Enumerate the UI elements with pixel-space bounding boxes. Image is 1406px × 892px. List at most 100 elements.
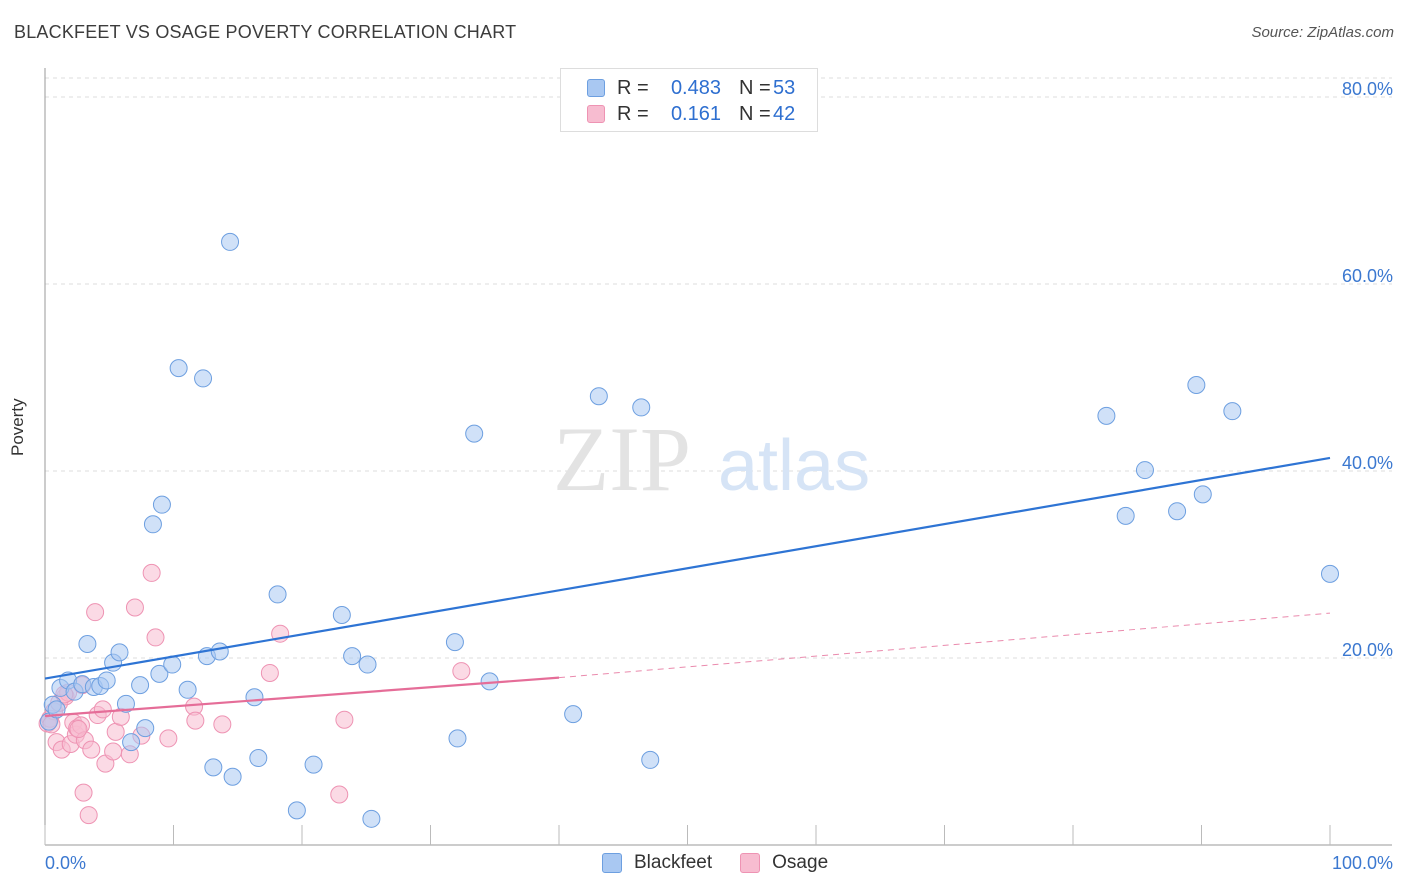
legend-n-value: 53 <box>773 76 796 99</box>
blackfeet-point <box>143 515 162 534</box>
blackfeet-point <box>150 664 169 683</box>
legend-swatch-blackfeet <box>587 79 605 97</box>
osage-point <box>86 603 105 622</box>
legend-swatch-blackfeet <box>602 853 622 873</box>
chart-title: BLACKFEET VS OSAGE POVERTY CORRELATION C… <box>14 22 517 42</box>
blackfeet-point <box>1223 402 1242 421</box>
legend-r-value: 0.161 <box>670 102 721 125</box>
osage-point <box>452 662 471 681</box>
blackfeet-point <box>358 655 377 674</box>
blackfeet-point <box>1135 461 1154 480</box>
x-tick-label-right: 100.0% <box>1332 853 1393 873</box>
x-tick-label-left: 0.0% <box>45 853 86 873</box>
blackfeet-point <box>564 705 583 724</box>
blackfeet-trend-line <box>44 456 1331 680</box>
trend-lines <box>44 456 1331 718</box>
y-axis-label: Poverty <box>8 398 27 456</box>
blackfeet-point <box>178 680 197 699</box>
legend-item-osage: Osage <box>740 852 828 874</box>
osage-point <box>79 806 98 825</box>
blackfeet-point <box>110 643 129 662</box>
blackfeet-point <box>169 359 188 378</box>
y-tick-label: 60.0% <box>1342 266 1393 286</box>
legend-swatch-osage <box>740 853 761 873</box>
osage-point <box>104 742 123 761</box>
blackfeet-point <box>589 387 608 406</box>
blackfeet-point <box>136 719 155 738</box>
blackfeet-point <box>632 398 651 417</box>
blackfeet-point <box>122 733 141 752</box>
tick-labels: 20.0% 40.0% 60.0% 80.0% 0.0% 100.0% <box>45 79 1393 873</box>
blackfeet-point <box>1321 564 1339 583</box>
blackfeet-point <box>131 676 150 695</box>
osage-point <box>330 785 349 804</box>
blackfeet-point <box>445 633 464 652</box>
blackfeet-point <box>343 647 362 666</box>
y-tick-label: 40.0% <box>1342 453 1393 473</box>
osage-point <box>142 563 161 582</box>
blackfeet-point <box>194 369 213 388</box>
blackfeet-point <box>47 700 66 719</box>
blackfeet-point <box>204 758 223 777</box>
blackfeet-point <box>152 495 171 514</box>
osage-point <box>335 710 354 729</box>
blackfeet-point <box>116 694 135 713</box>
legend-n-label: N = <box>739 102 771 125</box>
blackfeet-point <box>97 671 116 690</box>
blackfeet-point <box>641 750 660 769</box>
grid-layer <box>45 77 1392 659</box>
legend-label-blackfeet: Blackfeet <box>634 852 713 873</box>
watermark-atlas: atlas <box>718 426 870 506</box>
blackfeet-point <box>249 749 268 768</box>
osage-point <box>69 720 88 739</box>
watermark: ZIP atlas <box>553 408 870 510</box>
osage-trend-extension <box>558 612 1331 679</box>
blackfeet-point <box>221 232 240 251</box>
series-legend: Blackfeet Osage <box>602 852 856 874</box>
osage-point <box>186 711 205 730</box>
blackfeet-point <box>332 605 351 624</box>
blackfeet-point <box>448 729 467 748</box>
blackfeet-point <box>245 688 264 707</box>
osage-point <box>125 598 144 617</box>
osage-point <box>74 783 93 802</box>
legend-r-value: 0.483 <box>670 76 721 99</box>
blackfeet-point <box>1097 406 1116 425</box>
y-tick-label: 80.0% <box>1342 79 1393 99</box>
source-label: Source: ZipAtlas.com <box>1251 24 1394 41</box>
blackfeet-point <box>465 424 484 443</box>
y-tick-label: 20.0% <box>1342 640 1393 660</box>
blackfeet-point <box>78 634 97 653</box>
osage-point <box>93 700 112 719</box>
blackfeet-point <box>304 755 323 774</box>
legend-r-label: R = <box>617 102 649 125</box>
legend-row-blackfeet: R = 0.483 N = 53 <box>587 77 795 99</box>
osage-point <box>213 715 232 734</box>
legend-row-osage: R = 0.161 N = 42 <box>587 103 795 125</box>
osage-point <box>260 663 279 682</box>
blackfeet-point <box>1187 375 1206 394</box>
legend-n-label: N = <box>739 76 771 99</box>
legend-n-value: 42 <box>773 102 796 125</box>
osage-point <box>146 628 165 647</box>
legend-item-blackfeet: Blackfeet <box>602 852 712 874</box>
watermark-zip: ZIP <box>553 408 691 510</box>
blackfeet-point <box>223 767 242 786</box>
osage-point <box>159 729 178 748</box>
legend-r-label: R = <box>617 76 649 99</box>
osage-point <box>106 722 125 741</box>
blackfeet-point <box>1168 502 1187 521</box>
blackfeet-points <box>39 232 1339 828</box>
blackfeet-point <box>268 585 287 604</box>
blackfeet-point <box>362 809 381 828</box>
osage-trend-line <box>44 676 560 718</box>
osage-point <box>82 740 101 759</box>
blackfeet-point <box>287 801 306 820</box>
blackfeet-point <box>210 642 229 661</box>
legend-label-osage: Osage <box>772 852 829 873</box>
blackfeet-point <box>1193 485 1212 504</box>
blackfeet-point <box>1116 506 1135 525</box>
legend-swatch-osage <box>587 105 605 123</box>
correlation-legend: R = 0.483 N = 53 R = 0.161 N = 42 <box>560 68 818 132</box>
